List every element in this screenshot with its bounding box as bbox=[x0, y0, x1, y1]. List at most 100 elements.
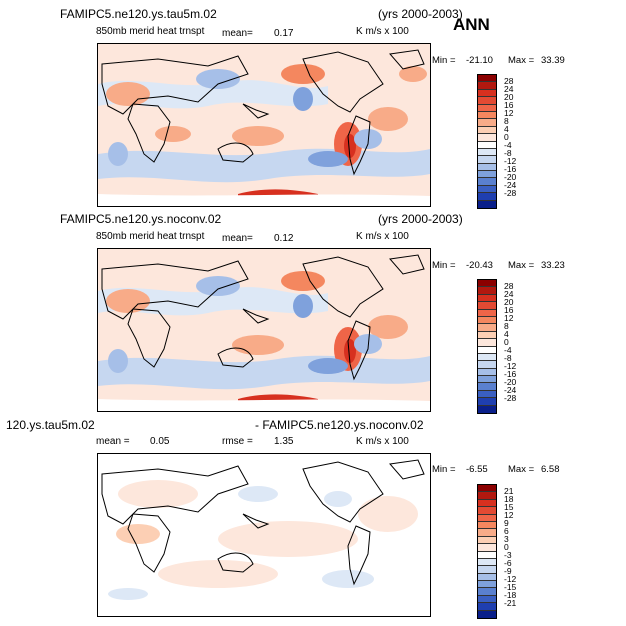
colorbar-label: 8 bbox=[504, 321, 509, 331]
panel-2-mean-label: mean= bbox=[222, 233, 253, 244]
colorbar-swatch bbox=[478, 156, 496, 164]
panel-1-min-value: -21.10 bbox=[466, 55, 493, 66]
colorbar-label: 24 bbox=[504, 84, 514, 94]
colorbar-label: 21 bbox=[504, 486, 514, 496]
panel-1-max-value: 33.39 bbox=[541, 55, 565, 66]
colorbar-label: -9 bbox=[504, 566, 512, 576]
colorbar-swatch bbox=[478, 368, 496, 377]
colorbar-swatch bbox=[478, 148, 496, 157]
colorbar-label: -18 bbox=[504, 590, 517, 600]
colorbar-swatch bbox=[478, 405, 496, 414]
panel-2-map bbox=[97, 248, 431, 412]
colorbar-label: 12 bbox=[504, 313, 514, 323]
colorbar-label: -12 bbox=[504, 574, 517, 584]
panel-1-years: (yrs 2000-2003) bbox=[378, 7, 463, 21]
colorbar-label: 18 bbox=[504, 494, 514, 504]
colorbar-swatch bbox=[478, 111, 496, 120]
colorbar-swatch bbox=[478, 119, 496, 127]
colorbar-label: -8 bbox=[504, 148, 512, 158]
colorbar-swatch bbox=[478, 97, 496, 105]
colorbar-swatch bbox=[478, 529, 496, 537]
panel-3-max-value: 6.58 bbox=[541, 464, 560, 475]
panel-3-colorbar bbox=[477, 484, 497, 620]
colorbar-swatch bbox=[478, 104, 496, 112]
colorbar-swatch bbox=[478, 514, 496, 522]
colorbar-label: 16 bbox=[504, 305, 514, 315]
colorbar-swatch bbox=[478, 294, 496, 303]
colorbar-swatch bbox=[478, 492, 496, 500]
colorbar-label: 16 bbox=[504, 100, 514, 110]
colorbar-label: 0 bbox=[504, 337, 509, 347]
colorbar-swatch bbox=[478, 302, 496, 310]
colorbar-label: 15 bbox=[504, 502, 514, 512]
colorbar-label: -12 bbox=[504, 361, 517, 371]
colorbar-label: -24 bbox=[504, 180, 517, 190]
panel-1-colorbar bbox=[477, 74, 497, 210]
colorbar-swatch bbox=[478, 89, 496, 98]
panel-2-variable: 850mb merid heat trnspt bbox=[96, 231, 205, 242]
colorbar-swatch bbox=[478, 588, 496, 596]
colorbar-swatch bbox=[478, 361, 496, 369]
panel-1-field bbox=[98, 44, 430, 206]
panel-3-max-label: Max = bbox=[508, 464, 535, 475]
colorbar-swatch bbox=[478, 551, 496, 559]
panel-3-rmse-value: 1.35 bbox=[274, 436, 294, 447]
panel-1-min-label: Min = bbox=[432, 55, 456, 66]
colorbar-label: 3 bbox=[504, 534, 509, 544]
colorbar-swatch bbox=[478, 324, 496, 332]
colorbar-swatch bbox=[478, 134, 496, 142]
panel-3-mean-value: 0.05 bbox=[150, 436, 170, 447]
panel-1-units: K m/s x 100 bbox=[356, 26, 409, 37]
colorbar-label: 0 bbox=[504, 132, 509, 142]
panel-3-mean-label: mean = bbox=[96, 436, 130, 447]
colorbar-swatch bbox=[478, 398, 496, 406]
colorbar-swatch bbox=[478, 521, 496, 530]
colorbar-label: 8 bbox=[504, 116, 509, 126]
colorbar-label: -12 bbox=[504, 156, 517, 166]
colorbar-label: -3 bbox=[504, 550, 512, 560]
panel-3-min-label: Min = bbox=[432, 464, 456, 475]
colorbar-label: 28 bbox=[504, 76, 514, 86]
colorbar-swatch bbox=[478, 339, 496, 347]
panel-1-mean-label: mean= bbox=[222, 28, 253, 39]
panel-3-min-value: -6.55 bbox=[466, 464, 488, 475]
colorbar-label: 6 bbox=[504, 526, 509, 536]
colorbar-swatch bbox=[478, 141, 496, 149]
panel-2-units: K m/s x 100 bbox=[356, 231, 409, 242]
panel-3-units: K m/s x 100 bbox=[356, 436, 409, 447]
colorbar-label: 0 bbox=[504, 542, 509, 552]
panel-1-mean-value: 0.17 bbox=[274, 28, 294, 39]
colorbar-label: -24 bbox=[504, 385, 517, 395]
colorbar-swatch bbox=[478, 507, 496, 515]
panel-2-max-label: Max = bbox=[508, 260, 535, 271]
colorbar-label: 20 bbox=[504, 297, 514, 307]
colorbar-swatch bbox=[478, 499, 496, 508]
colorbar-label: 12 bbox=[504, 108, 514, 118]
colorbar-swatch bbox=[478, 346, 496, 354]
colorbar-swatch bbox=[478, 610, 496, 619]
colorbar-label: -4 bbox=[504, 345, 512, 355]
panel-2-min-label: Min = bbox=[432, 260, 456, 271]
colorbar-label: -8 bbox=[504, 353, 512, 363]
panel-2-title: FAMIPC5.ne120.ys.noconv.02 bbox=[60, 212, 222, 226]
colorbar-swatch bbox=[478, 178, 496, 186]
colorbar-swatch bbox=[478, 82, 496, 90]
colorbar-swatch bbox=[478, 163, 496, 172]
colorbar-swatch bbox=[478, 287, 496, 295]
colorbar-swatch bbox=[478, 171, 496, 179]
colorbar-label: 4 bbox=[504, 124, 509, 134]
colorbar-swatch bbox=[478, 316, 496, 325]
colorbar-label: -6 bbox=[504, 558, 512, 568]
colorbar-swatch bbox=[478, 193, 496, 201]
colorbar-swatch bbox=[478, 309, 496, 317]
colorbar-swatch bbox=[478, 573, 496, 582]
colorbar-swatch bbox=[478, 383, 496, 391]
panel-1-variable: 850mb merid heat trnspt bbox=[96, 26, 205, 37]
panel-3-rmse-label: rmse = bbox=[222, 436, 253, 447]
colorbar-swatch bbox=[478, 595, 496, 604]
colorbar-swatch bbox=[478, 485, 496, 493]
colorbar-label: -20 bbox=[504, 172, 517, 182]
colorbar-label: 24 bbox=[504, 289, 514, 299]
colorbar-swatch bbox=[478, 603, 496, 611]
colorbar-label: 9 bbox=[504, 518, 509, 528]
